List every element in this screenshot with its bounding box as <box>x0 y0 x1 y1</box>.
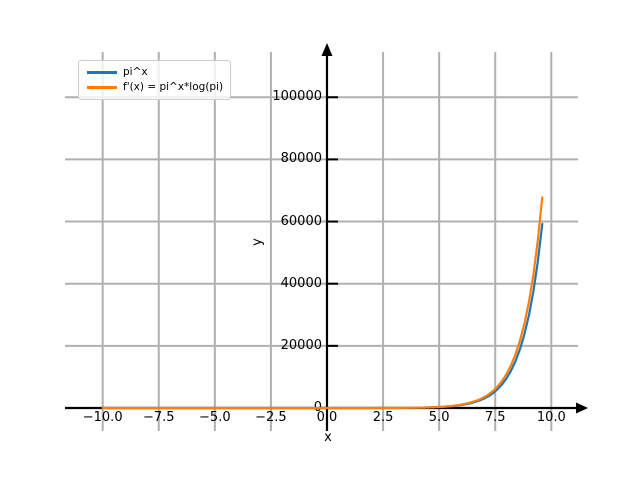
y-tick-label: 20000 <box>280 337 322 353</box>
x-tick-label: −5.0 <box>199 410 231 425</box>
y-tick-label: 80000 <box>280 151 322 167</box>
x-tick-label: −7.5 <box>142 410 175 425</box>
legend-label: pi^x <box>123 66 148 78</box>
curve-derivative <box>101 196 544 410</box>
x-tick-label: 7.5 <box>484 410 506 425</box>
x-axis-label: x <box>324 430 332 445</box>
y-axis-arrowhead-icon <box>321 43 333 56</box>
y-tick-label: 100000 <box>272 89 322 105</box>
x-tick-label: 5.0 <box>428 410 450 425</box>
legend: pi^x f'(x) = pi^x*log(pi) <box>78 60 232 100</box>
x-tick-label: 2.5 <box>372 410 394 425</box>
legend-item: f'(x) = pi^x*log(pi) <box>87 80 223 95</box>
legend-label: f'(x) = pi^x*log(pi) <box>123 81 224 93</box>
x-tick-label: 10.0 <box>536 410 566 425</box>
x-axis-arrowhead-icon <box>576 402 588 414</box>
curve-pi-x <box>101 222 544 410</box>
x-tick-label: −2.5 <box>255 410 287 425</box>
legend-line-sample-orange <box>87 86 117 89</box>
y-tick-label: 60000 <box>280 213 322 229</box>
legend-item: pi^x <box>87 65 223 80</box>
x-tick-label: −10.0 <box>82 410 123 425</box>
y-tick-label: 40000 <box>280 275 322 291</box>
legend-line-sample-blue <box>87 71 117 74</box>
